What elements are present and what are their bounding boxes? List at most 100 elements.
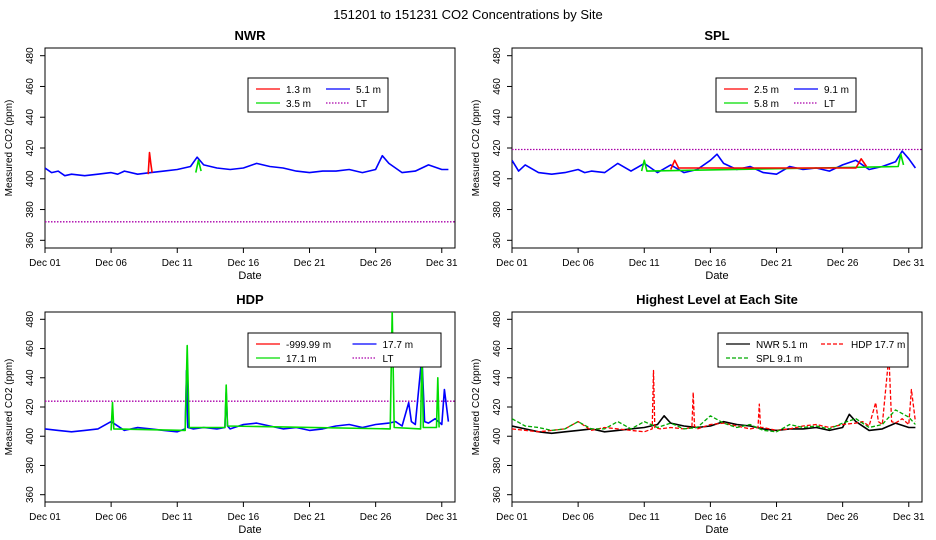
x-axis-label: Date xyxy=(705,524,728,536)
y-tick-label: 480 xyxy=(25,47,36,64)
x-tick-label: Dec 01 xyxy=(496,258,528,269)
x-tick-label: Dec 06 xyxy=(95,258,127,269)
series-group xyxy=(512,148,922,175)
panel-title: Highest Level at Each Site xyxy=(636,292,798,307)
x-tick-label: Dec 21 xyxy=(761,512,793,523)
y-tick-label: 400 xyxy=(25,170,36,187)
y-tick-label: 400 xyxy=(492,170,503,187)
legend-label: 17.1 m xyxy=(286,354,317,365)
series-group xyxy=(512,355,917,435)
x-axis-label: Date xyxy=(705,270,728,282)
legend-label: 5.8 m xyxy=(754,99,779,110)
y-tick-label: 440 xyxy=(25,108,36,125)
y-tick-label: 480 xyxy=(492,47,503,64)
legend-label: -999.99 m xyxy=(286,340,331,351)
x-tick-label: Dec 01 xyxy=(29,258,61,269)
y-tick-label: 440 xyxy=(492,369,503,386)
y-tick-label: 400 xyxy=(25,427,36,444)
legend-label: 9.1 m xyxy=(824,85,849,96)
x-tick-label: Dec 21 xyxy=(294,258,326,269)
chart-panel-2: SPL Dec 01 Dec 06 Dec 11 Dec 16 Dec 21 Dec 26 D… xyxy=(471,28,925,282)
y-tick-label: 360 xyxy=(492,486,503,503)
x-tick-label: Dec 21 xyxy=(761,258,793,269)
legend-label: LT xyxy=(383,354,394,365)
x-tick-label: Dec 31 xyxy=(426,512,458,523)
y-tick-label: 460 xyxy=(25,78,36,95)
y-tick-label: 440 xyxy=(492,108,503,125)
legend-label: 2.5 m xyxy=(754,85,779,96)
panel-title: HDP xyxy=(236,292,264,307)
y-tick-label: 460 xyxy=(492,340,503,357)
y-axis-label: Measured CO2 (ppm) xyxy=(471,100,482,197)
x-tick-label: Dec 11 xyxy=(629,512,660,523)
x-tick-label: Dec 31 xyxy=(893,512,925,523)
series-line-17-1-m xyxy=(110,312,440,432)
x-tick-label: Dec 11 xyxy=(629,258,660,269)
y-tick-label: 380 xyxy=(25,457,36,474)
x-axis-label: Date xyxy=(238,270,261,282)
x-tick-label: Dec 31 xyxy=(426,258,458,269)
legend-label: LT xyxy=(356,99,367,110)
legend-label: 17.7 m xyxy=(383,340,414,351)
y-axis-label: Measured CO2 (ppm) xyxy=(4,100,15,197)
x-tick-label: Dec 01 xyxy=(29,512,61,523)
x-axis-label: Date xyxy=(238,524,261,536)
y-tick-label: 360 xyxy=(25,486,36,503)
y-tick-label: 480 xyxy=(492,311,503,328)
x-tick-label: Dec 01 xyxy=(496,512,528,523)
series-line-hdp-17-7-m xyxy=(512,355,917,433)
x-tick-label: Dec 11 xyxy=(162,258,193,269)
x-tick-label: Dec 16 xyxy=(228,258,260,269)
x-tick-label: Dec 11 xyxy=(162,512,193,523)
legend-label: NWR 5.1 m xyxy=(756,340,808,351)
series-line-17-7-m xyxy=(45,354,450,433)
legend-box xyxy=(247,77,389,113)
y-tick-label: 460 xyxy=(492,78,503,95)
y-axis-label: Measured CO2 (ppm) xyxy=(4,359,15,456)
legend-label: HDP 17.7 m xyxy=(851,340,905,351)
y-tick-label: 420 xyxy=(25,398,36,415)
x-tick-label: Dec 26 xyxy=(827,258,859,269)
y-tick-label: 380 xyxy=(492,201,503,218)
x-tick-label: Dec 21 xyxy=(294,512,326,523)
series-group xyxy=(45,151,455,223)
x-tick-label: Dec 31 xyxy=(893,258,925,269)
y-tick-label: 360 xyxy=(25,232,36,249)
legend-label: 3.5 m xyxy=(286,99,311,110)
y-tick-label: 380 xyxy=(25,201,36,218)
y-tick-label: 440 xyxy=(25,369,36,386)
legend-label: SPL 9.1 m xyxy=(756,354,802,365)
x-tick-label: Dec 16 xyxy=(695,258,727,269)
series-line-spl-9-1-m xyxy=(512,409,916,433)
x-tick-label: Dec 16 xyxy=(228,512,260,523)
legend-box xyxy=(715,77,857,113)
legend-label: LT xyxy=(824,99,835,110)
x-tick-label: Dec 16 xyxy=(695,512,727,523)
y-tick-label: 460 xyxy=(25,340,36,357)
series-line-1-3-m xyxy=(147,151,153,175)
x-tick-label: Dec 06 xyxy=(562,258,594,269)
panel-title: SPL xyxy=(704,28,729,43)
y-tick-label: 420 xyxy=(492,398,503,415)
y-tick-label: 380 xyxy=(492,457,503,474)
x-tick-label: Dec 26 xyxy=(360,512,392,523)
y-axis-label: Measured CO2 (ppm) xyxy=(471,359,482,456)
y-tick-label: 420 xyxy=(492,139,503,156)
series-line-5-1-m xyxy=(45,154,449,177)
y-tick-label: 360 xyxy=(492,232,503,249)
chart-panel-4: Highest Level at Each Site Dec 01 Dec 06 De… xyxy=(471,292,925,536)
x-tick-label: Dec 06 xyxy=(562,512,594,523)
series-line-2-5-m xyxy=(669,158,868,170)
legend-label: 1.3 m xyxy=(286,85,311,96)
chart-panel-3: HDP Dec 01 Dec 06 Dec 11 Dec 16 Dec 21 Dec 26 D… xyxy=(4,292,458,536)
figure-title: 151201 to 151231 CO2 Concentrations by S… xyxy=(333,7,603,22)
series-group xyxy=(45,312,455,433)
series-line-3-5-m xyxy=(195,159,202,173)
y-tick-label: 480 xyxy=(25,311,36,328)
x-tick-label: Dec 06 xyxy=(95,512,127,523)
chart-panel-1: NWR Dec 01 Dec 06 Dec 11 Dec 16 Dec 21 Dec 26 D… xyxy=(4,28,458,282)
series-line-9-1-m xyxy=(512,150,917,175)
x-tick-label: Dec 26 xyxy=(360,258,392,269)
legend-label: 5.1 m xyxy=(356,85,381,96)
